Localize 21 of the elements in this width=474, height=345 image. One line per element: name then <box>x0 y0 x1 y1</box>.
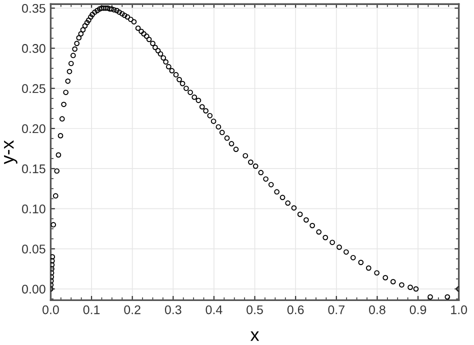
x-tick-label: 0.2 <box>124 305 140 314</box>
y-axis-title: y-x <box>4 140 18 164</box>
x-tick-label: 0.4 <box>206 305 222 314</box>
x-tick-label: 0.7 <box>328 305 344 314</box>
y-tick-label: 0.30 <box>22 44 46 53</box>
x-tick-label: 0.5 <box>246 305 263 314</box>
y-tick-label: 0.20 <box>22 124 46 134</box>
y-tick-label: 0.00 <box>22 284 46 294</box>
x-tick-label: 0.9 <box>410 305 426 314</box>
x-tick-label: 0.1 <box>83 305 100 314</box>
x-tick-label: 0.3 <box>164 305 182 314</box>
x-tick-label: 1.0 <box>451 305 468 314</box>
y-tick-label: 0.25 <box>22 84 46 94</box>
y-tick-label: 0.10 <box>22 204 46 214</box>
x-axis-title: x <box>250 331 260 341</box>
x-tick-label: 0.8 <box>369 305 386 314</box>
y-tick-label: 0.35 <box>22 4 46 13</box>
x-tick-label: 0.0 <box>42 305 59 314</box>
y-tick-label: 0.15 <box>22 164 46 174</box>
y-tick-label: 0.05 <box>22 244 46 254</box>
x-tick-label: 0.6 <box>287 305 304 314</box>
